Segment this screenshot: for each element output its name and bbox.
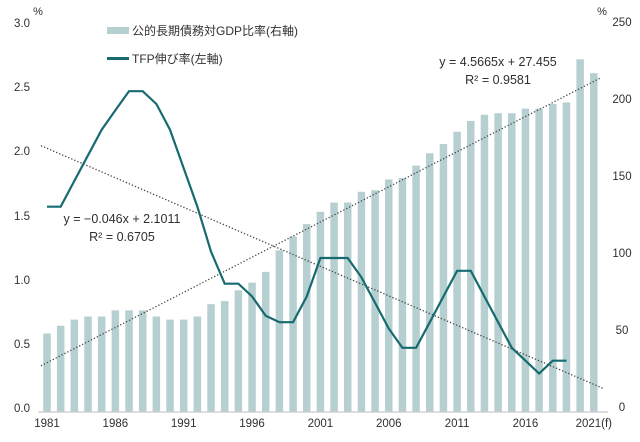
legend: 公的長期債務対GDP比率(右軸) TFP伸び率(左軸) [107,16,298,72]
legend-line-label: TFP伸び率(左軸) [132,51,223,66]
x-axis-tick-2001: 2001 [307,418,334,430]
left-axis-tick-3.0: 3.0 [14,18,30,30]
trendline-equation-tfp: y = −0.046x + 2.1011 R² = 0.6705 [38,210,206,246]
left-axis-tick-1.5: 1.5 [14,210,30,223]
bar-2010 [439,144,448,413]
left-axis-unit-label: % [33,6,43,18]
legend-item-tfp: TFP伸び率(左軸) [107,44,298,72]
bar-1981 [43,333,51,412]
trendline-equation-tfp-r2: R² = 0.6705 [89,230,155,244]
right-axis-tick-150: 150 [612,171,632,183]
legend-bar-label: 公的長期債務対GDP比率(右軸) [132,23,298,38]
bar-2002 [330,202,338,412]
bar-1984 [84,316,92,412]
bar-2003 [343,202,352,412]
bar-1991 [179,319,188,412]
bar-2004 [357,191,366,412]
bar-2009 [426,153,434,412]
bar-2017 [535,108,543,413]
bar-1992 [193,316,202,412]
bar-2006 [385,179,393,412]
bar-1989 [152,316,161,412]
bar-1996 [248,282,256,412]
bar-2019 [562,102,571,413]
bar-2001 [316,211,325,412]
bar-1983 [70,319,79,412]
right-axis-tick-100: 100 [612,248,632,260]
bar-2000 [302,224,311,412]
legend-line-swatch-icon [107,56,129,60]
left-axis-tick-1.0: 1.0 [14,274,30,287]
bar-1988 [138,310,147,412]
bar-1994 [220,301,229,412]
bar-2012 [467,120,475,412]
bar-1990 [166,319,174,412]
trendline-equation-debt: y = 4.5665x + 27.455 R² = 0.9581 [413,53,583,89]
right-axis-unit-label: % [597,6,607,18]
tfp-line [47,90,567,376]
trendline-tfp [40,145,605,390]
bar-1998 [275,250,284,412]
right-axis-tick-0: 0 [618,402,626,414]
left-axis-tick-0.0: 0.0 [14,403,30,415]
trendline-equation-debt-formula: y = 4.5665x + 27.455 [439,55,557,69]
bar-1999 [289,236,297,412]
left-axis-tick-2.5: 2.5 [14,82,30,95]
trendline-equation-tfp-formula: y = −0.046x + 2.1011 [63,212,181,226]
bar-1982 [56,325,65,412]
bar-1995 [234,290,243,412]
bar-1987 [125,310,133,412]
left-axis-tick-0.5: 0.5 [14,338,30,351]
right-axis-tick-250: 250 [612,17,632,29]
bar-2018 [549,104,557,412]
bar-1986 [111,310,120,412]
x-axis-tick-2016: 2016 [512,418,539,430]
trendline-equation-debt-r2: R² = 0.9581 [465,73,531,87]
x-axis-tick-2011: 2011 [444,418,470,430]
right-axis-tick-50: 50 [615,325,629,337]
x-axis-tick-2006: 2006 [375,418,402,430]
bar-2014 [494,113,502,413]
bar-2008 [412,165,420,412]
legend-item-debt: 公的長期債務対GDP比率(右軸) [107,16,298,44]
bar-2013 [480,114,489,412]
bar-2007 [398,177,407,412]
bar-2020 [576,59,584,413]
legend-bar-swatch-icon [107,26,129,34]
left-axis-tick-2.0: 2.0 [14,146,30,159]
bar-2021 [590,73,598,412]
x-axis-tick-2021(f): 2021(f) [575,418,613,430]
x-axis-tick-1981: 1981 [34,418,60,430]
x-axis-tick-1986: 1986 [102,418,129,430]
x-axis-tick-1991: 1991 [170,418,197,430]
bar-2015 [508,113,516,413]
bar-1993 [207,304,215,412]
right-axis-tick-200: 200 [612,94,632,106]
bar-1997 [261,271,270,412]
x-axis-tick-1996: 1996 [239,418,265,430]
bar-2016 [521,108,530,413]
bar-1985 [97,316,106,412]
